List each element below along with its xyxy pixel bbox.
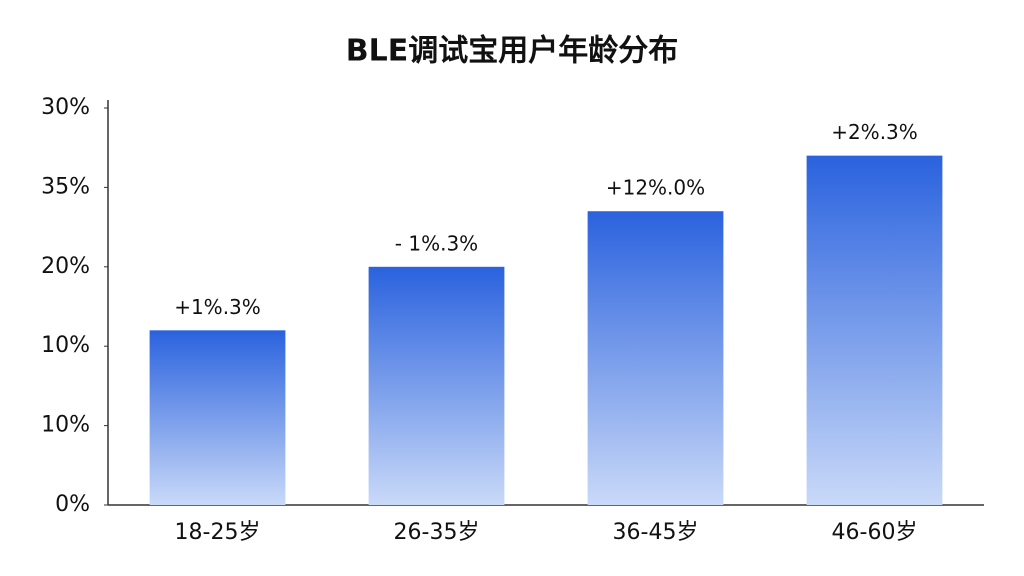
bar bbox=[368, 266, 505, 505]
y-tick-label: 30% bbox=[41, 95, 90, 120]
x-tick-label: 18-25岁 bbox=[175, 520, 261, 545]
bar bbox=[806, 155, 943, 505]
chart-title: BLE调试宝用户年龄分布 bbox=[346, 34, 678, 69]
y-tick-label: 10% bbox=[41, 413, 90, 438]
y-tick-label: 35% bbox=[41, 174, 90, 199]
y-tick-label: 10% bbox=[41, 333, 90, 358]
y-tick-label: 0% bbox=[55, 492, 90, 517]
x-tick-label: 26-35岁 bbox=[394, 520, 480, 545]
bar-annotation: +1%.3% bbox=[174, 295, 261, 319]
y-tick-label: 20% bbox=[41, 254, 90, 279]
bar-annotation: - 1%.3% bbox=[395, 231, 478, 255]
bar-annotation: +12%.0% bbox=[606, 176, 705, 200]
bar bbox=[587, 211, 724, 505]
x-tick-label: 36-45岁 bbox=[613, 520, 699, 545]
bar-annotation: +2%.3% bbox=[831, 120, 918, 144]
x-tick-label: 46-60岁 bbox=[832, 520, 918, 545]
bar bbox=[149, 330, 286, 505]
